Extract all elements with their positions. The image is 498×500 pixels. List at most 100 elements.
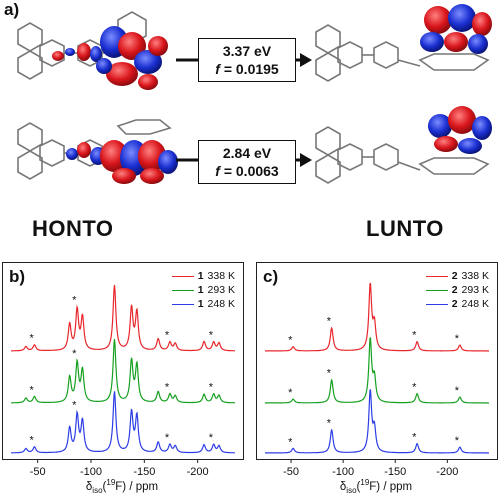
x-axis-ticks: -50 -100 -150 -200 bbox=[30, 459, 209, 478]
legend-line-red bbox=[425, 275, 448, 277]
sideband-marker: * bbox=[30, 435, 35, 447]
transition-energy-1: 3.37 eV bbox=[222, 43, 272, 59]
sideband-marker: * bbox=[327, 418, 332, 430]
x-tick-label: -100 bbox=[332, 466, 354, 478]
x-axis-ticks: -50 -100 -150 -200 bbox=[283, 459, 458, 478]
axis-open: ( bbox=[102, 480, 107, 493]
legend-compound: 2 bbox=[451, 298, 458, 310]
panel-a-label: a) bbox=[4, 0, 20, 19]
panel-b-legend: 1 338 K 1 293 K 1 248 K bbox=[171, 269, 235, 311]
panel-c-legend: 2 338 K 2 293 K 2 248 K bbox=[425, 269, 489, 311]
f-symbol-1: f bbox=[215, 61, 220, 77]
lunto-molecule-2 bbox=[315, 126, 490, 184]
x-tick-label: -200 bbox=[187, 466, 209, 478]
legend-temp: 338 K bbox=[461, 270, 489, 282]
x-tick-label: -150 bbox=[133, 466, 155, 478]
lunto-molecule-1 bbox=[315, 24, 490, 82]
sideband-marker: * bbox=[30, 333, 35, 345]
sideband-marker: * bbox=[327, 368, 332, 380]
legend-compound: 2 bbox=[451, 270, 458, 282]
axis-open: ( bbox=[356, 480, 361, 493]
sideband-marker: * bbox=[209, 330, 214, 342]
legend-entry: 1 338 K bbox=[171, 269, 235, 283]
spectrum-trace bbox=[265, 388, 489, 454]
sideband-marker: * bbox=[412, 432, 417, 444]
transition-box-1: 3.37 eV f = 0.0195 bbox=[198, 38, 296, 82]
sideband-marker: * bbox=[72, 295, 77, 307]
legend-temp: 338 K bbox=[207, 270, 235, 282]
spectrum-trace bbox=[11, 339, 235, 404]
panel-b-axis-title: δiso(19F) / ppm bbox=[22, 478, 222, 495]
legend-compound: 1 bbox=[197, 270, 204, 282]
spectrum-plot-c: * * * * * * * * * * * * bbox=[265, 282, 489, 454]
legend-line-blue bbox=[425, 303, 448, 305]
legend-compound: 1 bbox=[197, 284, 204, 296]
sideband-marker: * bbox=[327, 316, 332, 328]
sideband-marker: * bbox=[209, 382, 214, 394]
sideband-marker: * bbox=[412, 330, 417, 342]
x-tick-label: -150 bbox=[384, 466, 406, 478]
legend-line-green bbox=[171, 289, 194, 291]
honto-lobes-2 bbox=[66, 140, 178, 184]
panel-c-label: c) bbox=[263, 267, 279, 286]
f-symbol-2: f bbox=[215, 163, 220, 179]
sideband-marker: * bbox=[72, 400, 77, 412]
panel-c-axis-title: δiso(19F) / ppm bbox=[276, 478, 476, 495]
x-tick-label: -50 bbox=[283, 466, 299, 478]
legend-temp: 248 K bbox=[207, 298, 235, 310]
panel-b-label: b) bbox=[9, 267, 26, 286]
sideband-marker: * bbox=[455, 333, 460, 345]
sideband-marker: * bbox=[455, 435, 460, 447]
axis-delta: δ bbox=[85, 480, 93, 493]
sideband-marker: * bbox=[412, 382, 417, 394]
panel-b-frame: b) 1 338 K 1 293 K 1 248 K * * * * * * * * * * * * … bbox=[2, 262, 244, 478]
sideband-marker: * bbox=[288, 335, 293, 347]
legend-entry: 2 338 K bbox=[425, 269, 489, 283]
axis-sub: iso bbox=[346, 486, 357, 496]
legend-temp: 293 K bbox=[461, 284, 489, 296]
transition-oscillator-2: f = 0.0063 bbox=[215, 162, 278, 180]
f-value-2: = 0.0063 bbox=[223, 163, 279, 179]
sideband-marker: * bbox=[455, 385, 460, 397]
spectrum-trace bbox=[11, 391, 235, 454]
panel-c-frame: c) 2 338 K 2 293 K 2 248 K * * * * * * * * * * * * … bbox=[256, 262, 498, 478]
legend-entry: 1 248 K bbox=[171, 297, 235, 311]
sideband-marker: * bbox=[72, 348, 77, 360]
axis-sup: 19 bbox=[360, 478, 370, 487]
lunto-lobes-2 bbox=[428, 106, 492, 154]
legend-entry: 1 293 K bbox=[171, 283, 235, 297]
spectrum-plot-b: * * * * * * * * * * * * bbox=[11, 284, 235, 454]
x-tick-label: -100 bbox=[80, 466, 102, 478]
axis-delta: δ bbox=[339, 480, 347, 493]
legend-entry: 2 293 K bbox=[425, 283, 489, 297]
transition-energy-2: 2.84 eV bbox=[222, 145, 272, 161]
sideband-marker: * bbox=[165, 329, 170, 341]
transition-oscillator-1: f = 0.0195 bbox=[215, 60, 278, 78]
axis-rest: F) / ppm bbox=[115, 480, 159, 493]
legend-compound: 2 bbox=[451, 284, 458, 296]
legend-line-green bbox=[425, 289, 448, 291]
x-tick-label: -200 bbox=[436, 466, 458, 478]
legend-temp: 293 K bbox=[207, 284, 235, 296]
transition-box-2: 2.84 eV f = 0.0063 bbox=[198, 140, 296, 184]
caption-honto: HONTO bbox=[32, 216, 114, 241]
sideband-marker: * bbox=[288, 436, 293, 448]
x-tick-label: -50 bbox=[30, 466, 46, 478]
sideband-marker: * bbox=[165, 432, 170, 444]
sideband-marker: * bbox=[209, 432, 214, 444]
legend-line-red bbox=[171, 275, 194, 277]
axis-rest: F) / ppm bbox=[369, 480, 413, 493]
caption-lunto: LUNTO bbox=[366, 216, 444, 241]
sideband-marker: * bbox=[288, 387, 293, 399]
sideband-marker: * bbox=[165, 381, 170, 393]
axis-sub: iso bbox=[92, 486, 103, 496]
spectrum-trace bbox=[11, 284, 235, 352]
legend-temp: 248 K bbox=[461, 298, 489, 310]
sideband-marker: * bbox=[30, 384, 35, 396]
legend-entry: 2 248 K bbox=[425, 297, 489, 311]
axis-sup: 19 bbox=[106, 478, 116, 487]
orbital-illustrations bbox=[17, 4, 492, 184]
spectrum-trace bbox=[265, 282, 489, 352]
legend-compound: 1 bbox=[197, 298, 204, 310]
legend-line-blue bbox=[171, 303, 194, 305]
